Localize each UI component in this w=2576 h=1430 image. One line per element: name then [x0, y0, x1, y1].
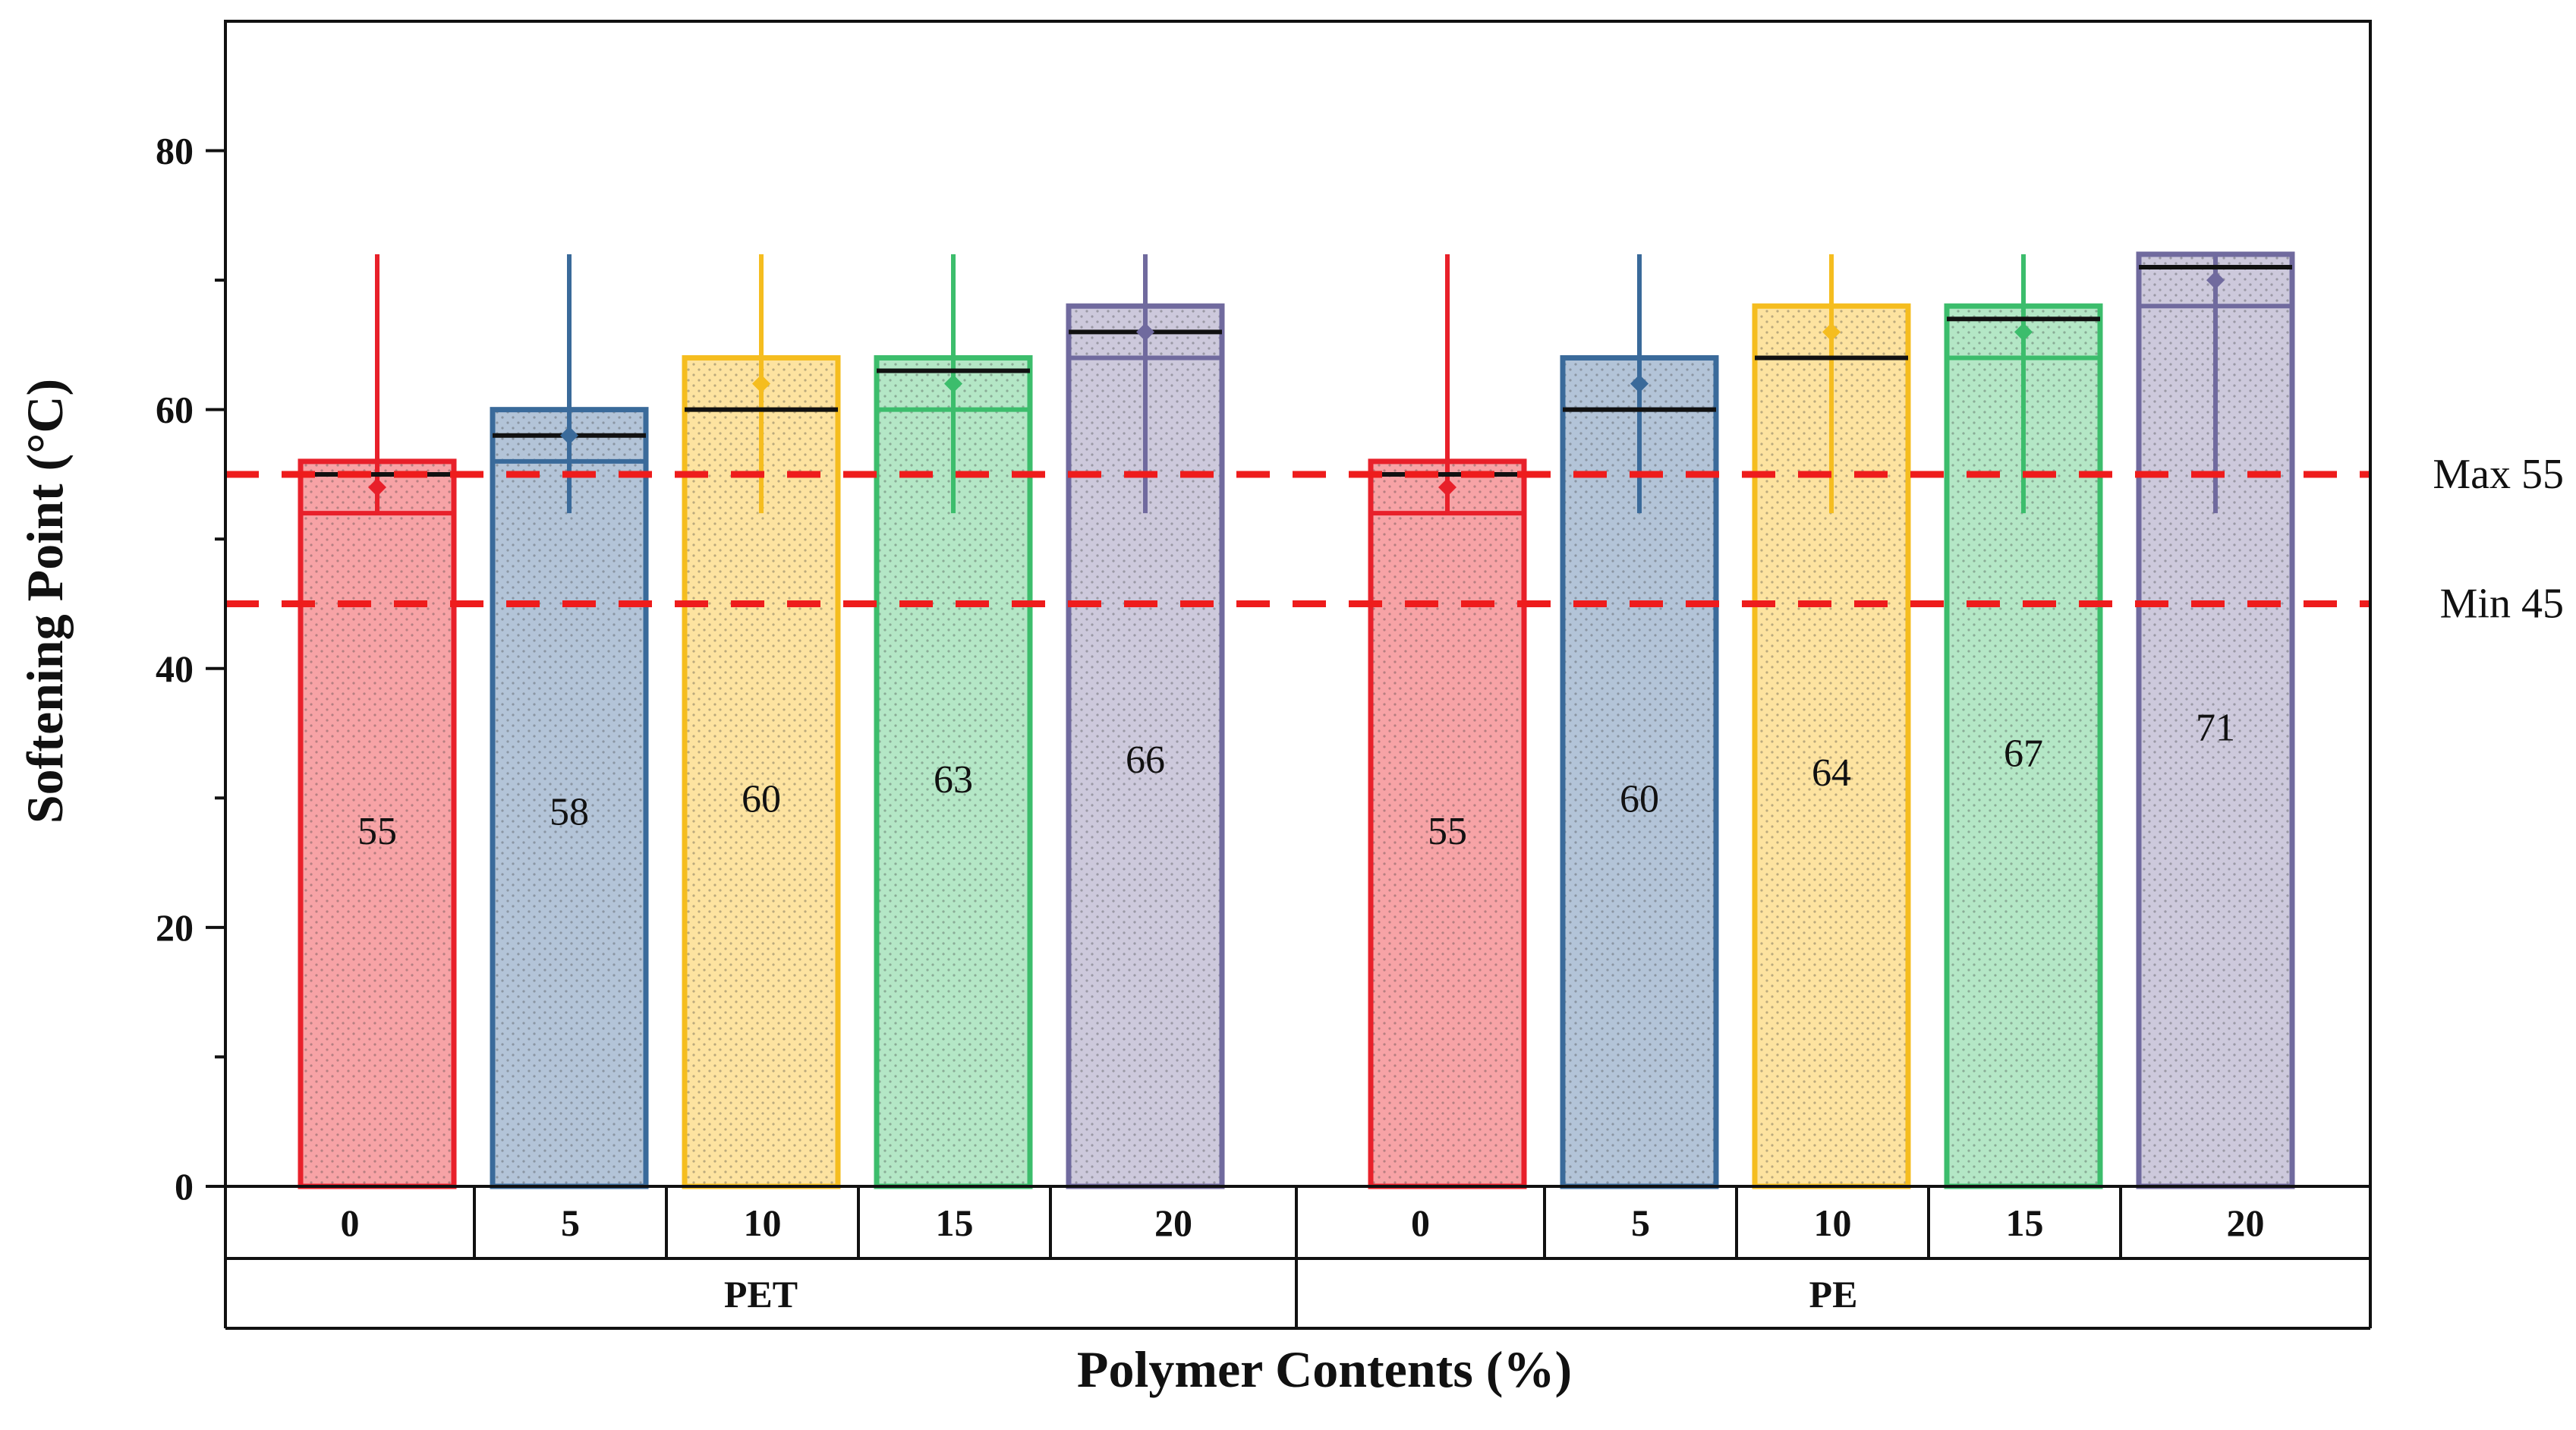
reference-label-max-55: Max 55: [2433, 451, 2564, 498]
value-label-pe-5: 60: [1620, 777, 1659, 821]
bar-texture-pe-0: [1371, 461, 1524, 1186]
mean-marker-pet-10: [752, 374, 770, 393]
mean-marker-pe-0: [1438, 478, 1456, 496]
mean-marker-pe-20: [2206, 271, 2225, 290]
x-tick-label-pet-0: 0: [341, 1202, 360, 1244]
bar-texture-pet-0: [301, 461, 454, 1186]
value-label-pe-10: 64: [1812, 751, 1851, 795]
x-tick-label-pet-20: 20: [1154, 1202, 1192, 1244]
group-label-pet: PET: [724, 1273, 798, 1315]
y-tick-label-20: 20: [156, 906, 194, 949]
mean-marker-pe-15: [2014, 323, 2033, 342]
x-tick-label-pe-0: 0: [1411, 1202, 1430, 1244]
x-tick-label-pet-10: 10: [744, 1202, 782, 1244]
y-tick-label-0: 0: [175, 1165, 194, 1208]
value-label-pe-15: 67: [2004, 732, 2043, 776]
bar-texture-pet-5: [493, 409, 646, 1186]
reference-label-min-45: Min 45: [2440, 581, 2564, 628]
mean-marker-pet-15: [944, 374, 962, 393]
x-tick-label-pet-5: 5: [561, 1202, 580, 1244]
y-tick-label-60: 60: [156, 389, 194, 431]
mean-marker-pet-0: [368, 478, 386, 496]
mean-marker-pet-5: [560, 426, 578, 445]
value-label-pet-15: 63: [934, 758, 973, 802]
x-tick-label-pe-10: 10: [1814, 1202, 1852, 1244]
value-label-pe-20: 71: [2196, 707, 2235, 750]
group-label-pe: PE: [1809, 1273, 1858, 1315]
value-label-pe-0: 55: [1428, 810, 1467, 853]
x-tick-label-pet-15: 15: [936, 1202, 974, 1244]
mean-marker-pe-5: [1630, 374, 1649, 393]
value-label-pet-20: 66: [1126, 739, 1165, 782]
x-tick-label-pe-15: 15: [2006, 1202, 2044, 1244]
y-tick-label-80: 80: [156, 130, 194, 172]
y-tick-label-40: 40: [156, 647, 194, 690]
y-axis-title: Softening Point (°C): [16, 379, 74, 824]
x-tick-label-pe-5: 5: [1631, 1202, 1650, 1244]
mean-marker-pet-20: [1136, 323, 1154, 342]
value-label-pet-0: 55: [357, 810, 397, 853]
mean-marker-pe-10: [1822, 323, 1841, 342]
value-label-pet-5: 58: [550, 790, 589, 833]
x-axis-title: Polymer Contents (%): [1077, 1340, 1572, 1398]
value-label-pet-10: 60: [742, 777, 781, 821]
x-tick-label-pe-20: 20: [2227, 1202, 2265, 1244]
